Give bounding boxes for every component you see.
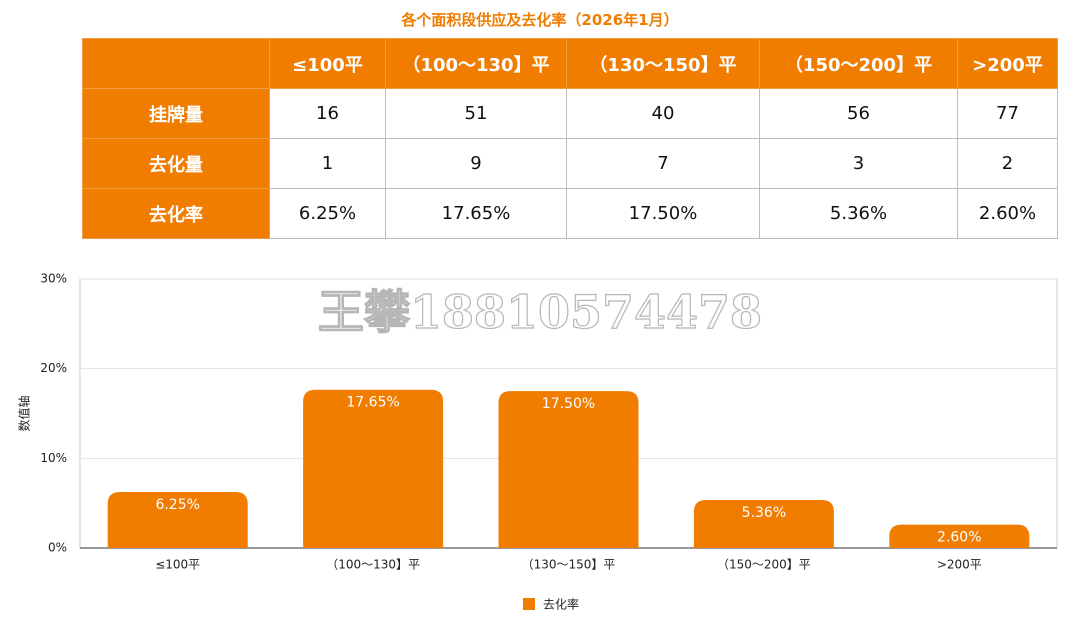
x-tick-label: （130～150】平 xyxy=(522,558,616,572)
bar xyxy=(303,389,444,548)
table-cell: 6.25% xyxy=(269,188,386,239)
table-cell: 51 xyxy=(385,88,567,139)
legend-label: 去化率 xyxy=(543,597,579,612)
header-cell: >200平 xyxy=(957,38,1058,89)
table-cell: 9 xyxy=(385,138,567,189)
x-tick-label: （150～200】平 xyxy=(717,558,811,572)
data-table: ≤100平 （100～130】平 （130～150】平 （150～200】平 >200平… xyxy=(82,38,1058,239)
x-tick-label: ≤100平 xyxy=(155,558,200,572)
table-row: 去化量 1 9 7 3 2 xyxy=(82,138,1058,189)
header-row: ≤100平 （100～130】平 （130～150】平 （150～200】平 >200平 xyxy=(82,38,1058,89)
watermark: 王攀18810574478 xyxy=(318,285,762,339)
data-label: 5.36% xyxy=(742,505,786,521)
bar xyxy=(693,499,834,548)
table-cell: 3 xyxy=(759,138,958,189)
row-header: 去化率 xyxy=(82,188,270,239)
page-title: 各个面积段供应及去化率（2026年1月） xyxy=(401,11,679,29)
table-row: 去化率 6.25% 17.65% 17.50% 5.36% 2.60% xyxy=(82,188,1058,239)
bar xyxy=(107,491,248,548)
table-cell: 77 xyxy=(957,88,1058,139)
table-cell: 40 xyxy=(566,88,760,139)
x-tick-label: （100～130】平 xyxy=(326,558,420,572)
data-label: 2.60% xyxy=(937,530,981,546)
row-header: 去化量 xyxy=(82,138,270,189)
row-header: 挂牌量 xyxy=(82,88,270,139)
table-cell: 16 xyxy=(269,88,386,139)
y-tick-label: 30% xyxy=(40,272,67,286)
data-label: 6.25% xyxy=(155,497,199,513)
table-row: 挂牌量 16 51 40 56 77 xyxy=(82,88,1058,139)
table-cell: 17.50% xyxy=(566,188,760,239)
data-label: 17.65% xyxy=(346,395,399,411)
table-cell: 56 xyxy=(759,88,958,139)
legend-swatch xyxy=(523,598,535,610)
data-label: 17.50% xyxy=(542,396,595,412)
y-tick-label: 10% xyxy=(40,451,67,465)
y-axis-label: 数值轴 xyxy=(17,395,32,431)
table-cell: 2 xyxy=(957,138,1058,189)
header-cell: （150～200】平 xyxy=(759,38,958,89)
table-cell: 5.36% xyxy=(759,188,958,239)
table-cell: 2.60% xyxy=(957,188,1058,239)
bar xyxy=(498,391,639,548)
header-cell: （130～150】平 xyxy=(566,38,760,89)
y-tick-label: 20% xyxy=(40,361,67,375)
y-tick-label: 0% xyxy=(48,541,67,555)
bar xyxy=(889,524,1030,548)
x-tick-label: >200平 xyxy=(937,558,982,572)
